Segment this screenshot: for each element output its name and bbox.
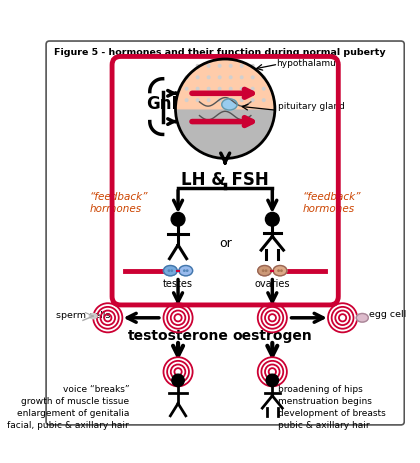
Circle shape [229,99,232,101]
Circle shape [265,213,279,226]
Circle shape [252,99,254,101]
Circle shape [252,65,254,67]
Circle shape [265,270,267,271]
Circle shape [207,88,210,90]
Circle shape [278,270,279,271]
Text: “feedback”
hormones: “feedback” hormones [90,192,148,214]
Text: egg cell: egg cell [369,310,407,319]
Circle shape [240,76,243,79]
Text: Figure 5 - hormones and their function during normal puberty: Figure 5 - hormones and their function d… [54,48,386,57]
Circle shape [185,99,188,101]
Circle shape [186,270,188,271]
Circle shape [281,270,282,271]
Circle shape [184,270,185,271]
Text: or: or [219,237,231,250]
Circle shape [176,59,275,158]
Circle shape [207,65,210,67]
Text: ovaries: ovaries [255,279,290,289]
Circle shape [218,88,221,90]
Circle shape [262,88,265,90]
Circle shape [229,65,232,67]
Text: testosterone: testosterone [128,329,228,343]
Text: LH & FSH: LH & FSH [181,171,269,189]
Text: broadening of hips
menstruation begins
development of breasts
pubic & axillary h: broadening of hips menstruation begins d… [278,386,386,430]
Ellipse shape [163,265,177,276]
Circle shape [197,76,199,79]
Ellipse shape [273,265,287,276]
Circle shape [252,76,254,79]
Ellipse shape [258,265,271,276]
Circle shape [168,270,170,271]
Circle shape [207,76,210,79]
Text: sperm cells: sperm cells [55,311,110,320]
Circle shape [229,88,232,90]
Circle shape [252,88,254,90]
Ellipse shape [179,265,193,276]
Circle shape [266,374,278,387]
Circle shape [171,213,185,226]
Wedge shape [177,109,273,156]
Circle shape [185,88,188,90]
Circle shape [197,88,199,90]
Ellipse shape [356,313,368,322]
Text: testes: testes [163,279,193,289]
Text: hypothalamus: hypothalamus [277,59,341,68]
Ellipse shape [89,313,97,319]
Ellipse shape [222,99,237,110]
Circle shape [207,99,210,101]
Wedge shape [177,61,273,109]
Circle shape [218,65,221,67]
Circle shape [262,99,265,101]
Text: oestrogen: oestrogen [232,329,312,343]
Circle shape [262,76,265,79]
Circle shape [185,76,188,79]
Circle shape [218,99,221,101]
Circle shape [240,88,243,90]
Circle shape [229,76,232,79]
Circle shape [197,99,199,101]
Circle shape [262,270,264,271]
FancyBboxPatch shape [46,41,404,425]
Circle shape [171,270,173,271]
Circle shape [218,76,221,79]
Circle shape [240,65,243,67]
Circle shape [197,65,199,67]
Text: voice “breaks”
growth of muscle tissue
enlargement of genitalia
facial, pubic & : voice “breaks” growth of muscle tissue e… [8,386,129,430]
Text: “feedback”
hormones: “feedback” hormones [302,192,361,214]
Circle shape [240,99,243,101]
Text: GnRH: GnRH [146,95,199,113]
Text: pituitary gland: pituitary gland [278,102,345,111]
Circle shape [172,374,184,387]
